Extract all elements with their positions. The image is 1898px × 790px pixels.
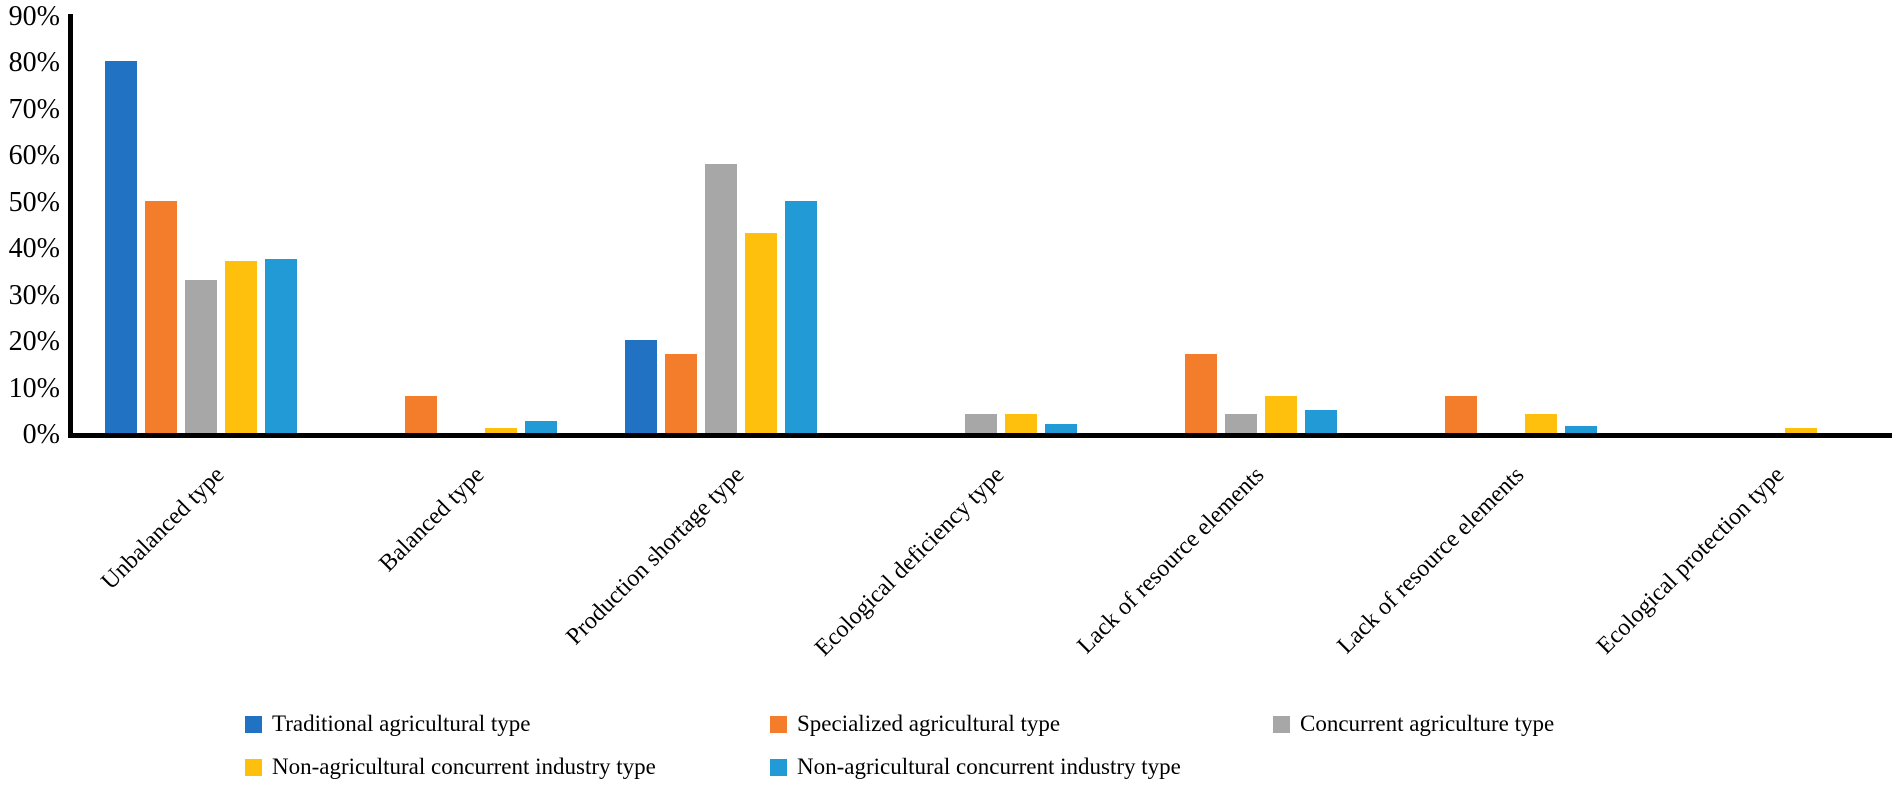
bar	[745, 233, 777, 433]
y-axis-tick-label: 30%	[8, 279, 60, 311]
x-axis-category-label: Ecological protection type	[1591, 462, 1790, 660]
legend-item: Traditional agricultural type	[245, 712, 530, 736]
legend-item: Specialized agricultural type	[770, 712, 1060, 736]
y-axis-tick-label: 40%	[8, 233, 60, 265]
x-axis-line	[68, 433, 1892, 438]
bar	[405, 396, 437, 433]
bar	[665, 354, 697, 433]
legend-item: Non-agricultural concurrent industry typ…	[770, 755, 1181, 779]
bar	[1445, 396, 1477, 433]
bar	[1305, 410, 1337, 433]
legend-swatch-icon	[770, 715, 787, 733]
legend-swatch-icon	[770, 758, 787, 776]
bar	[965, 414, 997, 433]
x-axis-category-label: Lack of resource elements	[1332, 462, 1530, 659]
legend-item: Non-agricultural concurrent industry typ…	[245, 755, 656, 779]
legend-swatch-icon	[245, 758, 262, 776]
bar	[625, 340, 657, 433]
bar	[1225, 414, 1257, 433]
bar	[485, 428, 517, 433]
y-axis-tick-label: 10%	[8, 372, 60, 404]
x-axis-category-label: Ecological deficiency type	[810, 462, 1010, 662]
legend-label: Specialized agricultural type	[797, 711, 1061, 736]
bar	[525, 421, 557, 433]
bar	[1185, 354, 1217, 433]
bar	[265, 259, 297, 433]
y-axis-tick-label: 50%	[8, 186, 60, 218]
legend-label: Non-agricultural concurrent industry typ…	[797, 754, 1181, 779]
y-axis-tick-label: 60%	[8, 140, 60, 172]
legend-swatch-icon	[1273, 715, 1290, 733]
bar	[225, 261, 257, 433]
legend-label: Non-agricultural concurrent industry typ…	[272, 754, 656, 779]
legend-label: Concurrent agriculture type	[1300, 711, 1555, 736]
legend-label: Traditional agricultural type	[272, 711, 531, 736]
y-axis-tick-label: 80%	[8, 47, 60, 79]
bar	[1005, 414, 1037, 433]
x-axis-category-label: Balanced type	[374, 462, 490, 577]
y-axis-tick-label: 70%	[8, 93, 60, 125]
bar	[1045, 424, 1077, 433]
y-axis-line	[68, 14, 73, 438]
bar	[1785, 428, 1817, 433]
bar	[1525, 414, 1557, 433]
bar	[1565, 426, 1597, 433]
y-axis-tick-label: 0%	[22, 419, 60, 450]
legend-item: Concurrent agriculture type	[1273, 712, 1554, 736]
bar	[785, 201, 817, 433]
y-axis-tick-label: 20%	[8, 326, 60, 358]
x-axis-category-label: Lack of resource elements	[1072, 462, 1270, 659]
x-axis-category-label: Production shortage type	[561, 462, 750, 651]
y-axis-tick-label: 90%	[8, 1, 60, 32]
bar	[145, 201, 177, 433]
bar	[705, 164, 737, 433]
bar	[1265, 396, 1297, 433]
legend-swatch-icon	[245, 715, 262, 733]
bar	[185, 280, 217, 433]
bar	[105, 61, 137, 433]
